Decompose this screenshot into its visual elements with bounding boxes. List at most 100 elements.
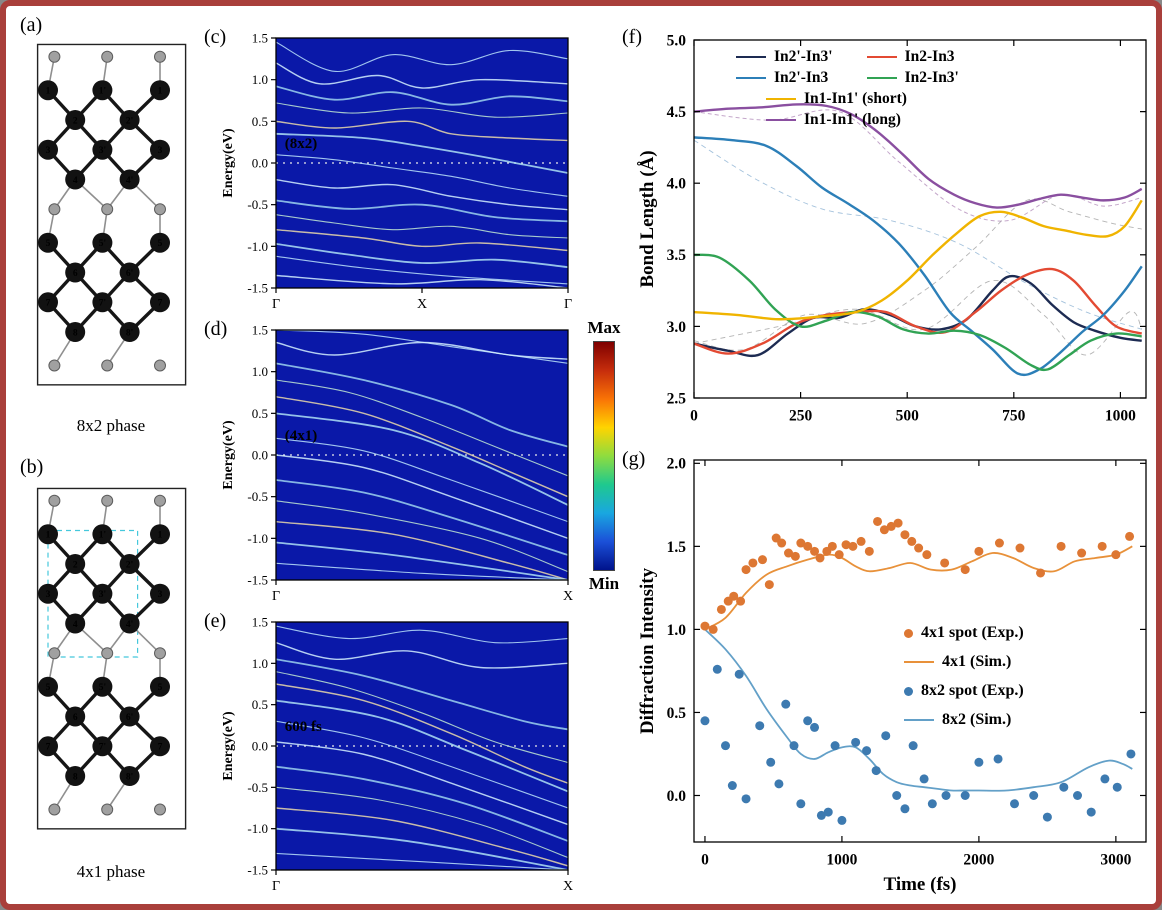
svg-text:7: 7 [46,743,51,753]
svg-text:1000: 1000 [1105,408,1136,425]
svg-text:750: 750 [1002,408,1026,425]
svg-text:1.5: 1.5 [252,32,268,46]
legend-item: In2'-In3' [736,48,833,66]
legend-dot-swatch [904,686,913,696]
legend-item: In1-In1' (short) [766,90,959,108]
diffraction-intensity-chart: 4x1 spot (Exp.) 4x1 (Sim.) 8x2 spot (Exp.)… [636,452,1156,904]
svg-text:0.0: 0.0 [252,739,268,754]
legend-line-swatch [904,719,934,721]
panel-label-b: (b) [20,456,44,478]
svg-text:(4x1): (4x1) [285,428,318,444]
svg-text:Γ: Γ [272,879,280,894]
svg-text:X: X [417,297,427,312]
svg-text:0.5: 0.5 [252,114,268,129]
legend-line-swatch [736,77,766,79]
svg-text:-1.5: -1.5 [247,573,268,588]
legend-label: 4x1 (Sim.) [942,653,1012,670]
svg-text:0.5: 0.5 [252,697,268,712]
svg-text:3: 3 [158,146,163,156]
svg-text:-1.5: -1.5 [247,863,268,878]
svg-text:3.0: 3.0 [667,319,687,336]
svg-text:2000: 2000 [963,852,994,869]
svg-text:4.5: 4.5 [667,104,687,121]
svg-text:500: 500 [896,408,920,425]
svg-text:7': 7' [99,743,106,753]
svg-text:0.0: 0.0 [252,156,268,171]
legend-line-swatch [766,119,796,121]
svg-text:8': 8' [126,328,133,338]
colorbar: Max Min [582,318,626,594]
legend-label: In2-In3 [904,48,955,65]
svg-text:-0.5: -0.5 [247,197,268,212]
svg-text:1: 1 [46,531,51,541]
svg-text:1.0: 1.0 [252,364,268,379]
svg-text:2: 2 [73,560,78,570]
svg-text:Γ: Γ [272,589,280,604]
legend-item: 4x1 spot (Exp.) [904,624,1024,642]
svg-text:8: 8 [73,328,78,338]
svg-text:7: 7 [158,299,163,309]
svg-text:1.0: 1.0 [252,72,268,87]
svg-text:0: 0 [701,852,709,869]
svg-text:3: 3 [46,146,51,156]
legend-line-swatch [766,98,796,100]
svg-text:5': 5' [99,683,106,693]
legend-line-swatch [904,661,934,663]
svg-text:0: 0 [690,408,698,425]
svg-text:1': 1' [99,531,106,541]
svg-text:5: 5 [158,683,163,693]
svg-text:5: 5 [46,239,51,249]
panel-label-a: (a) [20,14,43,36]
svg-text:5: 5 [158,239,163,249]
colorbar-min-label: Min [588,574,620,593]
svg-text:5': 5' [99,239,106,249]
svg-text:3': 3' [99,590,106,600]
legend-item: In2'-In3 [736,69,833,87]
svg-text:Γ: Γ [272,297,280,312]
svg-text:(8x2): (8x2) [285,136,318,152]
legend-item: In2-In3' [866,69,959,87]
svg-text:0.0: 0.0 [667,788,687,805]
svg-text:5.0: 5.0 [667,32,687,49]
svg-text:0.5: 0.5 [667,705,687,722]
svg-text:1.5: 1.5 [252,324,268,338]
svg-text:6': 6' [126,713,133,723]
band-structure-chart-8x2: (8x2) 1.5 1.0 0.5 0.0 -0.5 -1.0 -1.5 Γ X Γ Energy(e… [216,31,578,323]
panel-label-g: (g) [622,448,646,470]
svg-text:1.0: 1.0 [252,656,268,671]
legend-label: In2'-In3 [774,69,829,86]
diffraction-legend: 4x1 spot (Exp.) 4x1 (Sim.) 8x2 spot (Exp.)… [904,624,1024,729]
svg-text:250: 250 [789,408,813,425]
svg-text:-1.5: -1.5 [247,281,268,296]
svg-text:Energy(eV): Energy(eV) [221,128,236,198]
svg-text:1.0: 1.0 [667,622,687,639]
svg-text:Energy(eV): Energy(eV) [221,711,236,781]
svg-text:8: 8 [73,772,78,782]
caption-4x1-phase: 4x1 phase [76,862,146,881]
svg-text:5: 5 [46,683,51,693]
svg-text:X: X [563,589,573,604]
legend-item: In1-In1' (long) [766,111,959,129]
svg-text:-1.0: -1.0 [247,821,268,836]
legend-line-swatch [866,77,897,79]
legend-item: 8x2 (Sim.) [904,711,1024,729]
legend-label: In2-In3' [904,69,959,86]
legend-label: In1-In1' (long) [804,111,901,128]
legend-label: In2'-In3' [774,48,833,65]
legend-item: 4x1 (Sim.) [904,653,1024,671]
svg-text:3: 3 [158,590,163,600]
structure-diagram-8x2: 1 1' 1 2 2' 3 3' 3 4 4' 5 5' 5 6 6' 7 7' 7 8 8' [32,40,192,417]
bond-length-chart: In2'-In3' In2-In3 In2'-In3 In2-In3' In1-In1'… [636,30,1156,437]
svg-text:3': 3' [99,146,106,156]
bond-length-legend: In2'-In3' In2-In3 In2'-In3 In2-In3' In1-In1'… [736,48,959,129]
svg-text:2': 2' [126,116,133,126]
svg-text:-1.0: -1.0 [247,531,268,546]
panel-label-c: (c) [204,26,227,48]
legend-label: 8x2 (Sim.) [942,711,1012,728]
svg-text:0.5: 0.5 [252,406,268,421]
svg-text:X: X [563,879,573,894]
svg-text:1000: 1000 [826,852,857,869]
legend-line-swatch [866,56,897,58]
svg-text:1.5: 1.5 [252,616,268,630]
svg-text:8': 8' [126,772,133,782]
